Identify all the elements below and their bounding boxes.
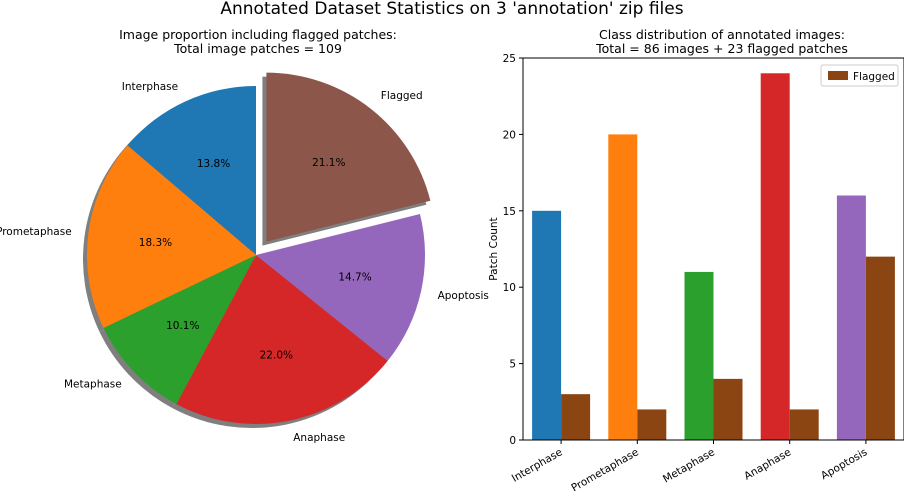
x-tick-label-anaphase: Anaphase [742,446,793,482]
bar-flagged-prometaphase [637,409,667,440]
pie-title: Image proportion including flagged patch… [108,28,408,56]
y-tick-label: 0 [509,435,516,447]
pie-title-line2: Total image patches = 109 [174,41,342,56]
bar-title-line1: Class distribution of annotated images: [599,27,845,42]
pie-label-apoptosis: Apoptosis [438,290,489,302]
x-tick-label-metaphase: Metaphase [661,446,717,485]
pie-labels: 13.8% Interphase 18.3% Prometaphase 10.1% Met… [0,81,489,444]
x-tick-label-interphase: Interphase [510,446,565,485]
bar-flagged-apoptosis [865,256,895,440]
pie-label-flagged: Flagged [381,90,423,102]
bar-flagged-anaphase [789,409,819,440]
pie-slices [86,72,431,424]
pie-pct-interphase: 13.8% [197,158,230,170]
pie-slice-prometaphase [86,145,256,329]
bar-title-line2: Total = 86 images + 23 flagged patches [596,41,848,56]
pie-pct-anaphase: 22.0% [260,349,293,361]
y-tick-label: 20 [503,129,516,141]
y-axis-label: Patch Count [488,217,500,280]
bar-marks [532,73,895,440]
pie-slice-anaphase [176,255,388,424]
legend-box [820,64,899,87]
bar-anaphase [760,73,790,440]
y-tick-label: 5 [509,359,516,371]
pie-slice-apoptosis [256,214,425,361]
pie-pct-apoptosis: 14.7% [338,272,371,284]
pie-label-prometaphase: Prometaphase [0,226,72,238]
pie-title-line1: Image proportion including flagged patch… [119,27,397,42]
pie-label-interphase: Interphase [122,81,178,93]
pie-pct-metaphase: 10.1% [166,320,199,332]
pie-slice-flagged [266,72,431,242]
pie-pct-flagged: 21.1% [312,157,345,169]
x-tick-label-prometaphase: Prometaphase [569,446,640,492]
bar-title: Class distribution of annotated images: … [572,28,872,56]
bar-metaphase [684,271,714,440]
y-tick-label: 25 [503,53,516,65]
pie-label-metaphase: Metaphase [64,379,122,391]
x-tick-label-apoptosis: Apoptosis [819,446,869,482]
legend: Flagged [820,64,899,87]
bar-prometaphase [608,134,638,440]
bar-flagged-metaphase [713,378,743,440]
pie-label-anaphase: Anaphase [293,432,345,444]
y-tick-label: 15 [503,206,516,218]
legend-swatch [828,71,848,80]
y-tick-label: 10 [503,282,516,294]
legend-label: Flagged [853,71,895,83]
bar-apoptosis [836,195,866,440]
pie-slice-interphase [127,86,256,255]
pie-pct-prometaphase: 18.3% [139,237,172,249]
bar-interphase [532,210,562,440]
bar-flagged-interphase [561,394,591,440]
figure-title: Annotated Dataset Statistics on 3 'annot… [220,0,684,19]
pie-slice-metaphase [103,255,256,405]
